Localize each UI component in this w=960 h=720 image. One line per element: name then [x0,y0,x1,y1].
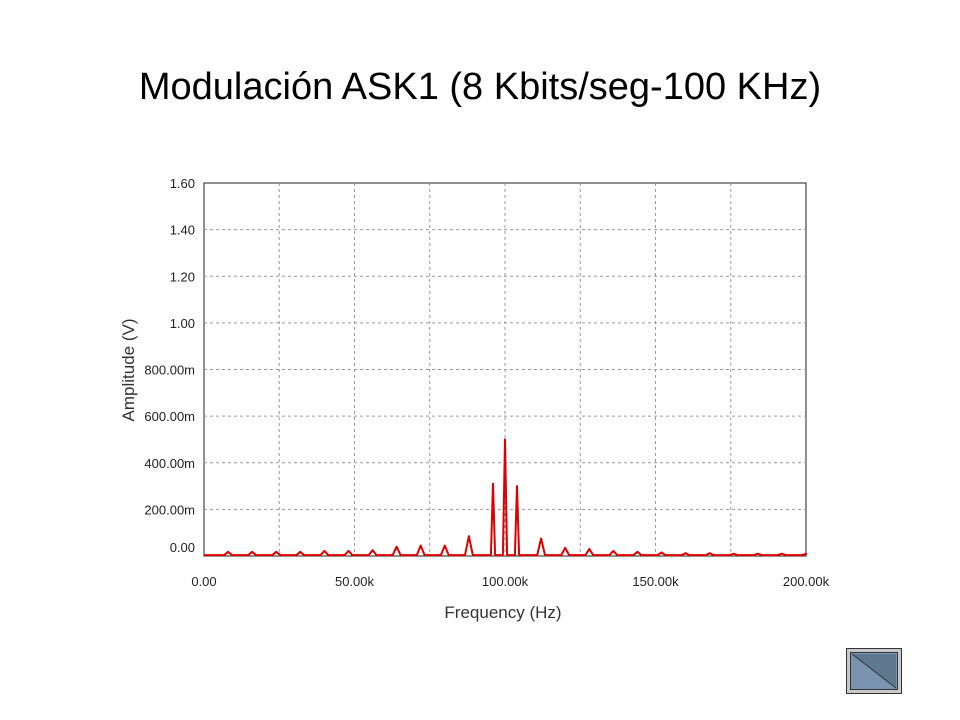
spectrum-peak [540,537,542,540]
spectrum-peak [504,438,506,441]
spectrum-peak [323,550,326,552]
series-layer [204,438,807,557]
spectrum-peak [660,551,663,554]
x-tick-label: 50.00k [335,574,375,589]
spectrum-peak [347,550,350,552]
y-tick-label: 1.20 [170,269,195,284]
y-tick-label: 800.00m [144,363,195,378]
spectrum-peak [757,552,759,555]
spectrum-peak [805,552,807,555]
spectrum-peak [468,535,470,537]
tick-labels: 0.00 50.00k 100.00k 150.00k 200.00k 0.00 200.0… [144,176,829,589]
y-axis-label: Amplitude (V) [119,319,138,422]
x-tick-label: 100.00k [482,574,529,589]
triangle-left-icon [846,648,902,694]
slide-title: Modulación ASK1 (8 Kbits/seg-100 KHz) [138,66,822,108]
y-tick-label: 400.00m [144,456,195,471]
spectrum-peak [227,551,229,553]
spectrum-peak [781,552,783,555]
spectrum-peak [636,551,639,553]
y-tick-label: 1.60 [170,176,195,191]
spectrum-peak [708,552,711,555]
x-tick-label: 200.00k [783,574,830,589]
spectrum-peak [684,552,687,555]
spectrum-peak [419,544,422,547]
spectrum-peak [395,545,398,548]
spectrum-peak [251,551,253,553]
spectrum-peak [444,544,446,547]
spectrum-peak [299,551,302,553]
spectrum-peak [588,548,591,550]
x-tick-label: 0.00 [191,574,216,589]
spectrum-peak [275,551,278,553]
x-axis-label: Frequency (Hz) [444,603,561,622]
y-tick-label: 0.00 [170,540,195,555]
spectrum-peak [612,550,615,552]
y-tick-label: 600.00m [144,409,195,424]
spectrum-peak [516,485,518,487]
y-tick-label: 1.00 [170,316,195,331]
x-tick-label: 150.00k [632,574,679,589]
back-nav-button[interactable] [846,648,902,694]
spectrum-peak [371,549,374,551]
spectrum-peak [564,547,566,549]
y-tick-label: 1.40 [170,223,195,238]
spectrum-peak [492,482,494,485]
y-tick-label: 200.00m [144,502,195,517]
spectrum-peak [732,552,735,555]
